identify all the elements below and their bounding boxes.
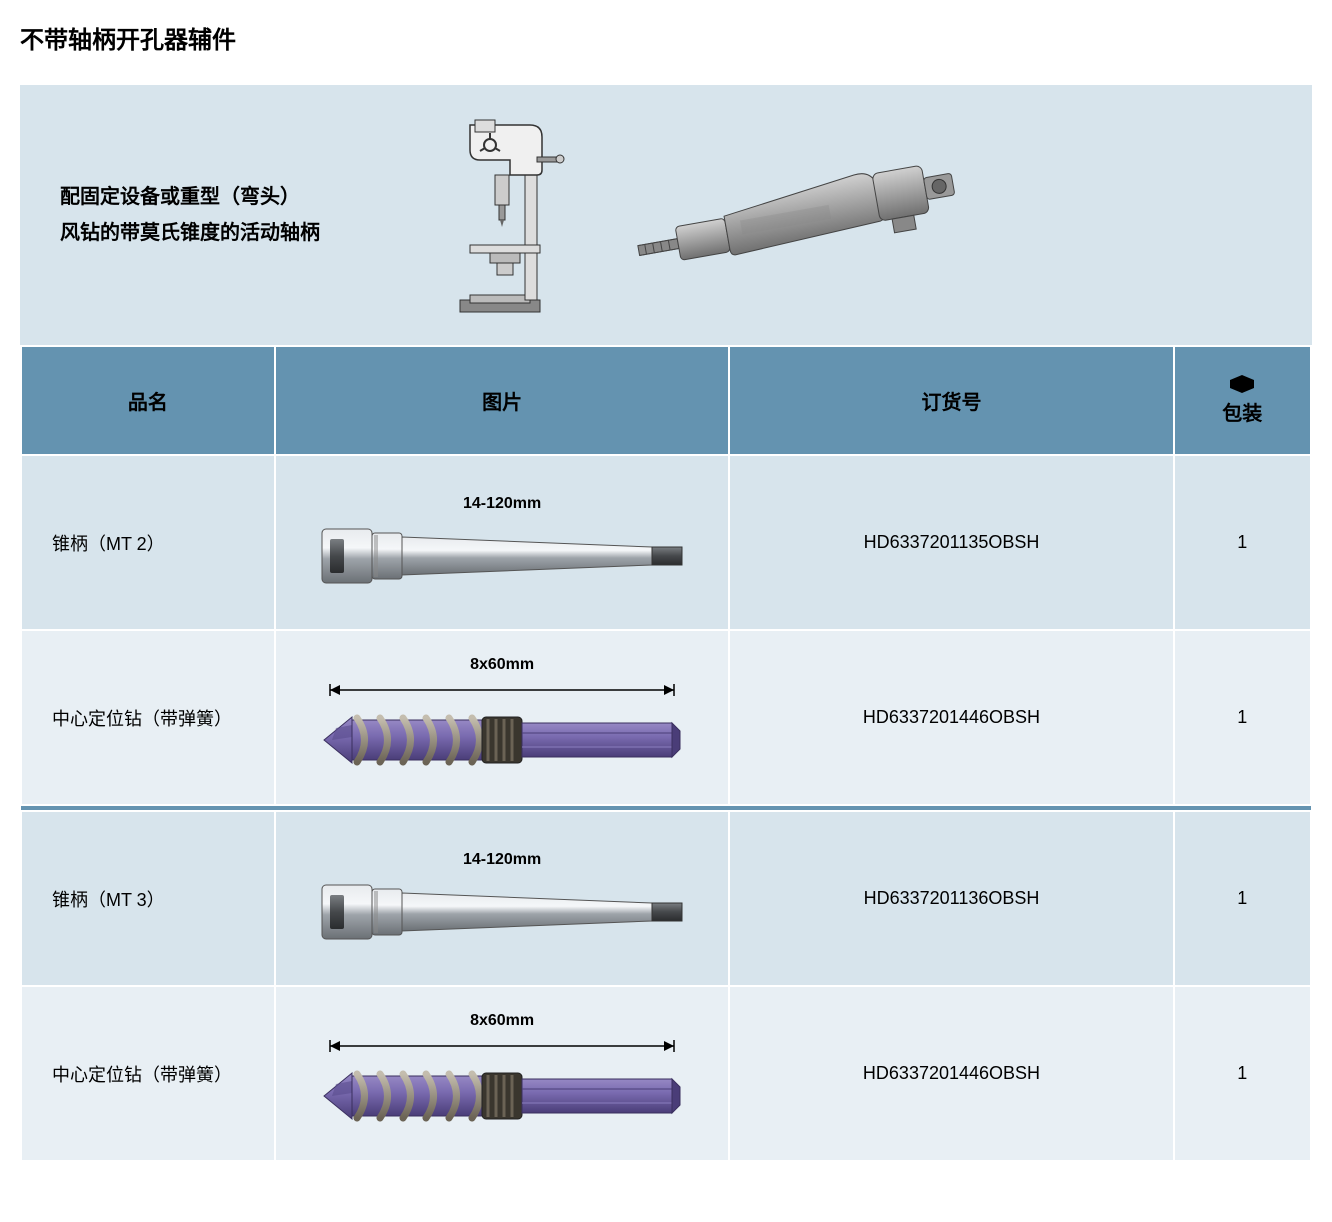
table-row: 中心定位钻（带弹簧） 8x60mm [21,986,1311,1161]
hero-banner: 配固定设备或重型（弯头） 风钻的带莫氏锥度的活动轴柄 [20,85,1312,345]
cell-product-image: 14-120mm [275,455,730,630]
package-icon [1230,375,1254,393]
page-title: 不带轴柄开孔器辅件 [20,20,1312,55]
hero-line2: 风钻的带莫氏锥度的活动轴柄 [60,215,430,251]
col-header-pack: 包装 [1174,346,1311,455]
cell-product-name: 锥柄（MT 2） [21,455,275,630]
dimension-label: 8x60mm [470,1012,534,1030]
cell-order-number: HD6337201136OBSH [729,811,1173,986]
col-header-name: 品名 [21,346,275,455]
cell-product-name: 中心定位钻（带弹簧） [21,986,275,1161]
col-header-order: 订货号 [729,346,1173,455]
table-header-row: 品名 图片 订货号 包装 [21,346,1311,455]
hero-text: 配固定设备或重型（弯头） 风钻的带莫氏锥度的活动轴柄 [60,179,430,251]
cell-pack-qty: 1 [1174,986,1311,1161]
cell-product-image: 8x60mm [275,630,730,805]
cell-product-name: 锥柄（MT 3） [21,811,275,986]
cell-order-number: HD6337201135OBSH [729,455,1173,630]
table-row: 中心定位钻（带弹簧） 8x60mm [21,630,1311,805]
drill-press-icon [430,115,570,315]
cell-pack-qty: 1 [1174,455,1311,630]
table-row: 锥柄（MT 2） 14-120mm HD6337201135OBSH1 [21,455,1311,630]
cell-order-number: HD6337201446OBSH [729,986,1173,1161]
dimension-label: 14-120mm [463,495,541,513]
dimension-label: 8x60mm [470,656,534,674]
pack-label: 包装 [1222,397,1262,426]
angle-drill-icon [630,155,970,275]
dimension-label: 14-120mm [463,851,541,869]
product-table: 品名 图片 订货号 包装 锥柄（MT 2） 14-120mm [20,345,1312,1162]
col-header-image: 图片 [275,346,730,455]
cell-order-number: HD6337201446OBSH [729,630,1173,805]
hero-line1: 配固定设备或重型（弯头） [60,179,430,215]
cell-pack-qty: 1 [1174,630,1311,805]
cell-product-image: 14-120mm [275,811,730,986]
cell-product-name: 中心定位钻（带弹簧） [21,630,275,805]
cell-product-image: 8x60mm [275,986,730,1161]
table-row: 锥柄（MT 3） 14-120mm HD6337201136OBSH1 [21,811,1311,986]
cell-pack-qty: 1 [1174,811,1311,986]
